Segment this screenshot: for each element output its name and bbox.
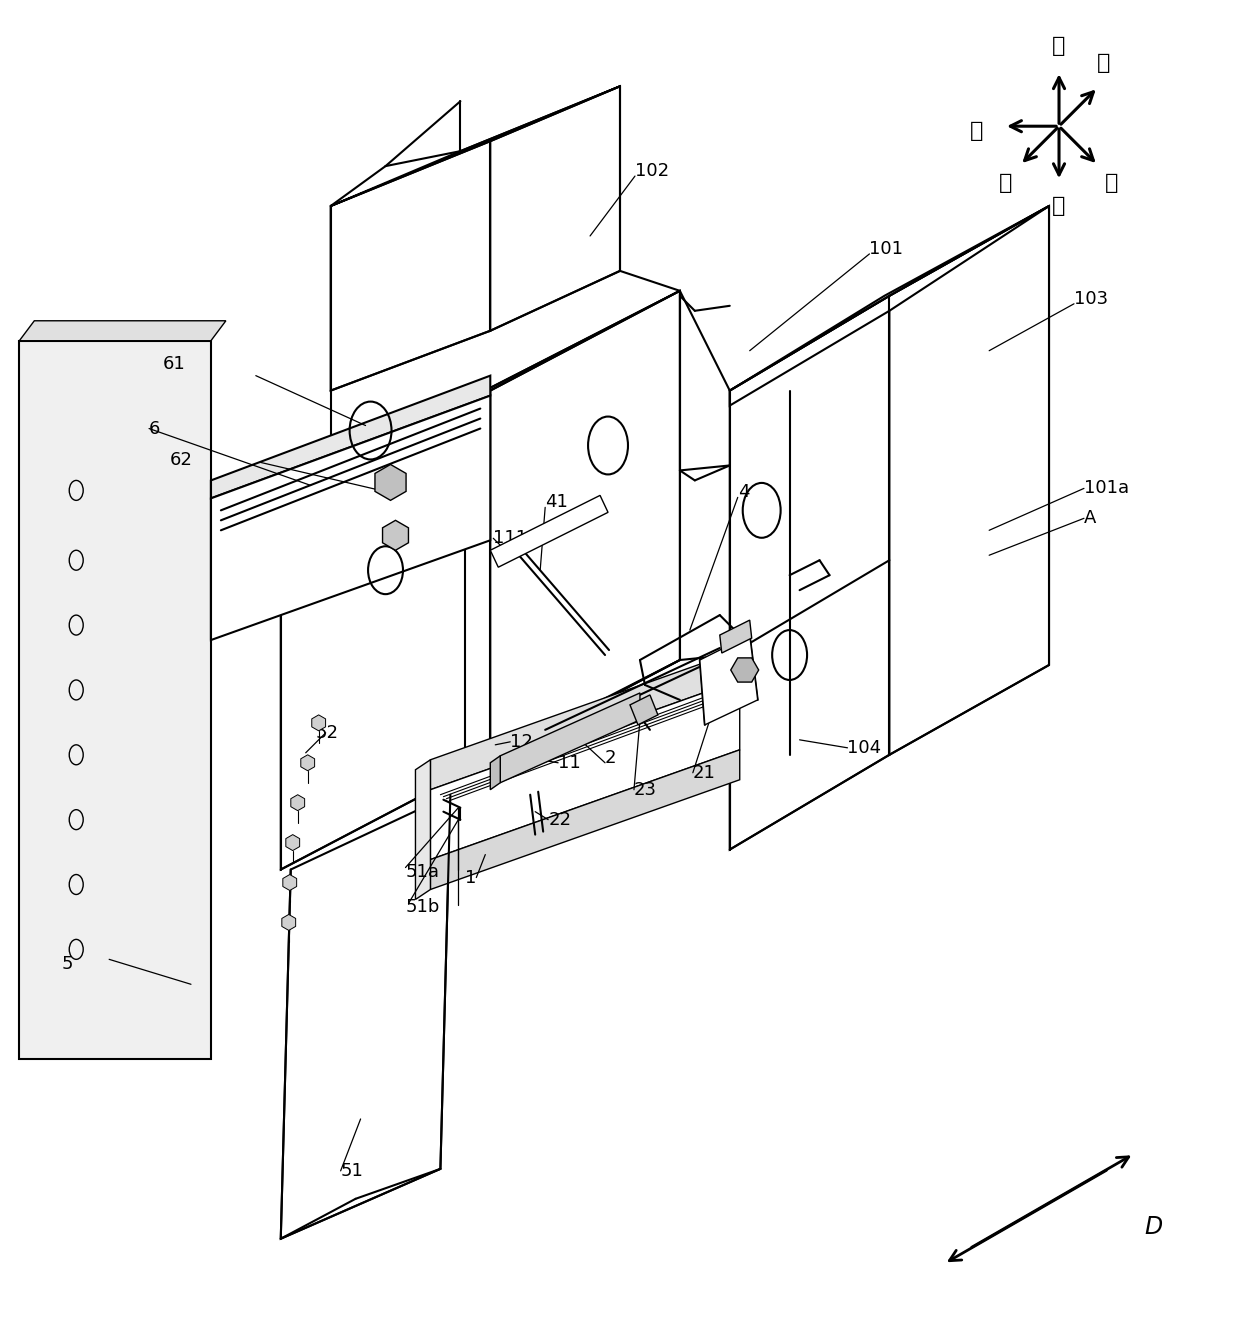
Polygon shape (730, 296, 889, 849)
Polygon shape (20, 341, 211, 1059)
Text: 下: 下 (1053, 196, 1065, 216)
Text: 12: 12 (510, 733, 533, 751)
Polygon shape (730, 206, 1049, 390)
Polygon shape (286, 835, 300, 851)
Polygon shape (280, 291, 680, 500)
Text: 上: 上 (1053, 36, 1065, 56)
Text: 1: 1 (465, 868, 476, 886)
Polygon shape (490, 86, 620, 330)
Polygon shape (301, 755, 315, 771)
Text: 22: 22 (548, 811, 572, 828)
Text: 21: 21 (693, 764, 715, 782)
Text: 前: 前 (1097, 53, 1111, 73)
Text: 102: 102 (635, 162, 670, 180)
Text: 103: 103 (1074, 289, 1109, 308)
Polygon shape (430, 750, 740, 889)
Text: 4: 4 (738, 483, 749, 502)
Polygon shape (331, 141, 490, 390)
Polygon shape (311, 715, 326, 731)
Text: D: D (1145, 1214, 1163, 1238)
Text: 51b: 51b (405, 898, 440, 917)
Polygon shape (490, 495, 608, 567)
Text: 23: 23 (634, 780, 657, 799)
Text: 101: 101 (869, 240, 904, 257)
Polygon shape (490, 756, 500, 790)
Polygon shape (415, 760, 430, 900)
Polygon shape (630, 695, 658, 725)
Text: A: A (1084, 510, 1096, 527)
Polygon shape (211, 395, 490, 640)
Text: 2: 2 (605, 748, 616, 767)
Text: 11: 11 (558, 754, 580, 772)
Text: 51: 51 (341, 1162, 363, 1180)
Text: 51a: 51a (405, 863, 439, 881)
Polygon shape (730, 658, 759, 682)
Polygon shape (283, 874, 296, 890)
Text: 后: 后 (999, 174, 1013, 194)
Polygon shape (280, 795, 450, 1238)
Text: 104: 104 (847, 739, 882, 756)
Text: 右: 右 (1105, 174, 1118, 194)
Polygon shape (490, 291, 680, 760)
Polygon shape (211, 376, 490, 499)
Text: 111: 111 (494, 529, 527, 547)
Text: 41: 41 (546, 494, 568, 511)
Polygon shape (719, 620, 751, 653)
Polygon shape (281, 914, 295, 930)
Polygon shape (430, 679, 740, 860)
Polygon shape (20, 321, 226, 341)
Polygon shape (430, 650, 740, 790)
Text: 61: 61 (164, 354, 186, 373)
Polygon shape (730, 206, 1049, 406)
Polygon shape (280, 390, 490, 869)
Polygon shape (383, 520, 408, 551)
Text: 101a: 101a (1084, 479, 1130, 498)
Polygon shape (500, 693, 640, 783)
Text: 52: 52 (316, 723, 339, 742)
Text: 左: 左 (970, 121, 983, 141)
Polygon shape (699, 636, 758, 725)
Polygon shape (374, 464, 405, 500)
Text: 5: 5 (61, 955, 73, 973)
Polygon shape (291, 795, 305, 811)
Polygon shape (889, 206, 1049, 755)
Text: 6: 6 (149, 419, 160, 438)
Text: 62: 62 (170, 451, 193, 470)
Polygon shape (331, 86, 620, 206)
